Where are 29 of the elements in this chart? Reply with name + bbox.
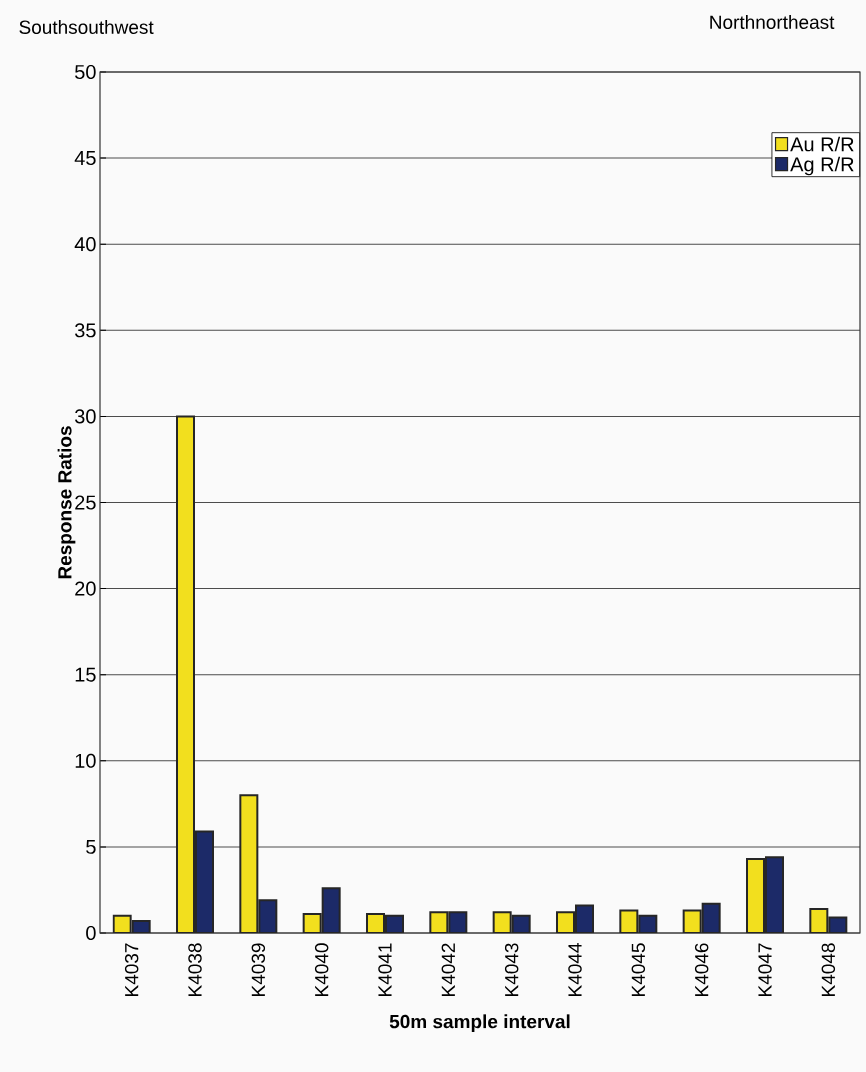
y-tick-label: 20: [75, 581, 96, 596]
y-tick-label: 30: [74, 409, 96, 424]
x-tick-label: K4043: [504, 943, 519, 996]
x-tick-label: K4044: [568, 943, 582, 996]
x-tick-label: K4045: [631, 943, 646, 996]
text: Northnortheast: [710, 15, 835, 29]
x-tick-label: K4042: [441, 943, 456, 996]
y-tick-label: 0: [86, 925, 96, 941]
legend-label: Au R/R: [790, 136, 854, 152]
y-tick-label: 40: [74, 237, 96, 252]
text: Southsouthwest: [19, 20, 154, 34]
x-tick-label: K4047: [758, 943, 772, 996]
x-tick-label: K4039: [251, 943, 266, 996]
x-tick-label: K4038: [188, 943, 202, 996]
y-tick-label: 35: [74, 323, 96, 338]
y-tick-label: 10: [75, 753, 96, 768]
y-tick-label: 50: [75, 64, 96, 80]
x-tick-label: K4037: [124, 943, 139, 996]
x-tick-label: K4040: [314, 943, 329, 996]
legend-label: Ag R/R: [790, 156, 854, 176]
y-tick-label: 25: [75, 495, 96, 510]
x-tick-label: K4041: [378, 943, 392, 996]
y-tick-label: 5: [86, 839, 96, 854]
y-tick-label: 45: [74, 151, 96, 166]
x-tick-label: K4048: [821, 943, 836, 996]
x-tick-label: K4046: [694, 943, 709, 996]
y-axis-title: Response Ratios: [57, 426, 76, 579]
x-axis-title: 50m sample interval: [389, 1014, 570, 1033]
y-tick-label: 15: [75, 667, 96, 682]
